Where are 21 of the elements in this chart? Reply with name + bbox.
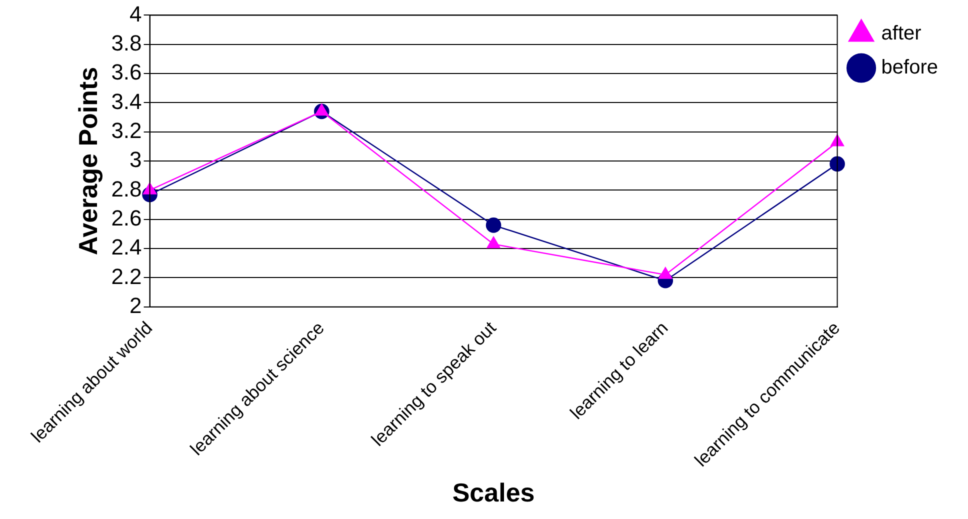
point	[830, 156, 845, 172]
y-tick-label: 3.8	[111, 30, 142, 56]
y-tick-label: 3.2	[111, 118, 142, 143]
y-tick-label: 3	[130, 147, 142, 172]
y-tick-label: 2.4	[111, 234, 142, 260]
legend-label: before	[881, 56, 938, 79]
y-tick-label: 3.6	[111, 60, 142, 85]
point	[486, 236, 500, 248]
y-tick-label: 4	[130, 1, 142, 26]
point	[486, 218, 502, 233]
legend-label: after	[881, 22, 922, 45]
y-tick-label: 2.2	[111, 264, 142, 289]
y-tick-label: 2.6	[111, 205, 142, 230]
y-tick-label: 2.8	[111, 176, 142, 202]
x-axis-title: Scales	[452, 478, 535, 508]
y-tick-label: 3.4	[111, 88, 142, 114]
point	[314, 104, 328, 116]
point	[658, 267, 672, 279]
y-tick-label: 2	[130, 292, 142, 318]
y-axis-title: Average Points	[72, 66, 103, 256]
point	[143, 182, 156, 194]
